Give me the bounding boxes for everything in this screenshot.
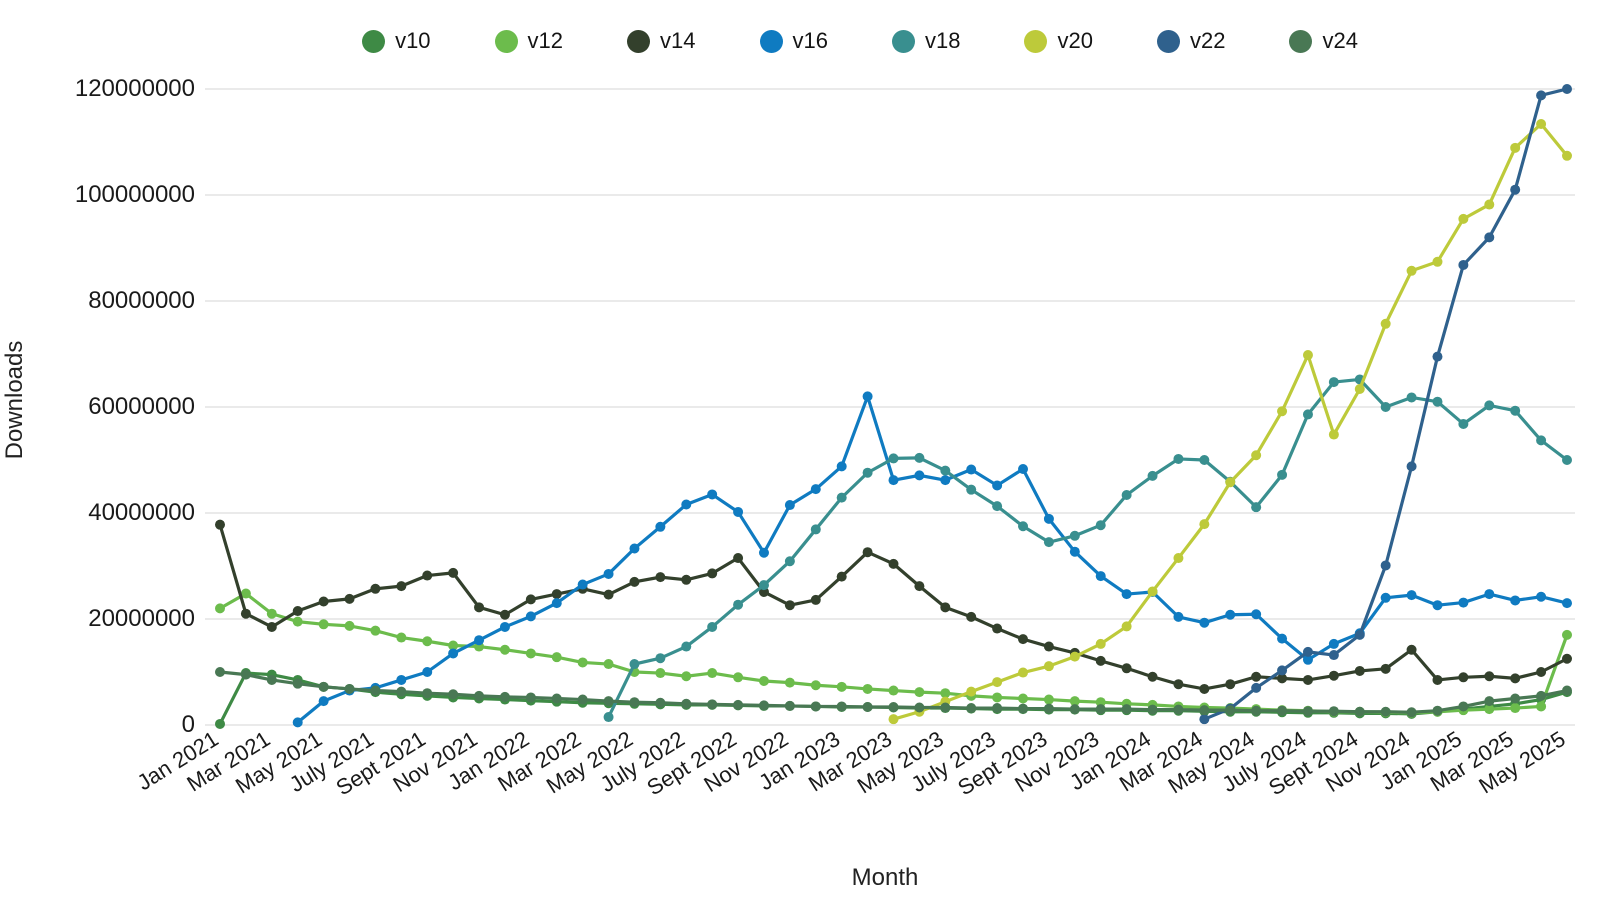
svg-text:80000000: 80000000 <box>88 287 195 314</box>
svg-text:100000000: 100000000 <box>75 181 195 208</box>
svg-text:20000000: 20000000 <box>88 605 195 632</box>
svg-text:Downloads: Downloads <box>1 341 28 460</box>
svg-text:40000000: 40000000 <box>88 499 195 526</box>
svg-text:Month: Month <box>852 864 919 891</box>
svg-text:0: 0 <box>182 711 195 738</box>
svg-text:60000000: 60000000 <box>88 393 195 420</box>
svg-text:120000000: 120000000 <box>75 75 195 102</box>
